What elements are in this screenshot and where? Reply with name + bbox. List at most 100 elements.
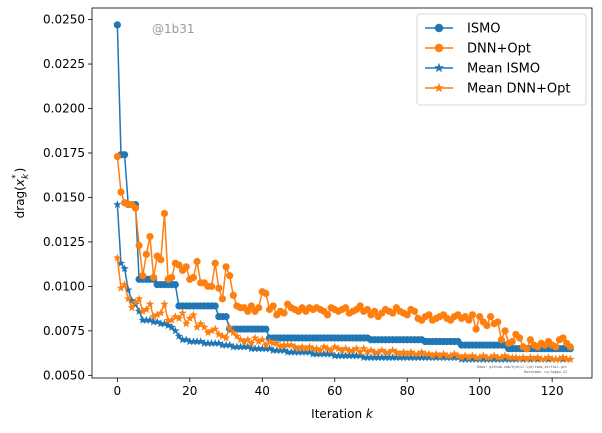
data-point — [127, 296, 137, 305]
data-point — [120, 264, 129, 273]
data-point — [399, 347, 408, 356]
data-point — [555, 354, 564, 363]
series-dnn-opt — [113, 152, 574, 353]
y-tick-label: 0.0200 — [43, 102, 85, 116]
data-point — [174, 331, 184, 340]
y-tick-label: 0.0050 — [43, 368, 85, 382]
data-point — [384, 353, 394, 362]
data-point — [211, 302, 219, 310]
data-point — [255, 304, 263, 312]
data-point — [301, 347, 310, 356]
data-point — [258, 344, 267, 353]
data-point — [479, 354, 488, 363]
data-point — [139, 272, 147, 280]
data-point — [279, 346, 289, 354]
data-point — [461, 354, 470, 363]
data-point — [417, 353, 426, 362]
data-point — [446, 351, 455, 360]
data-point — [413, 349, 423, 358]
data-point — [221, 340, 231, 349]
data-point — [540, 354, 550, 363]
data-point — [182, 335, 191, 344]
watermark: @1b31 — [152, 22, 195, 36]
data-point — [529, 354, 539, 363]
data-point — [262, 289, 270, 298]
data-point — [501, 327, 509, 335]
data-point — [381, 347, 390, 356]
data-point — [308, 344, 318, 353]
data-point — [182, 319, 191, 328]
data-point — [316, 346, 325, 354]
data-point — [526, 353, 535, 362]
y-tick-label: 0.0125 — [43, 235, 85, 249]
data-point — [410, 349, 419, 358]
data-point — [500, 351, 510, 360]
data-point — [138, 306, 147, 315]
data-point — [196, 337, 205, 346]
data-point — [218, 331, 227, 340]
data-point — [239, 342, 249, 351]
data-point — [268, 338, 278, 347]
data-point — [388, 346, 397, 354]
data-point — [142, 315, 151, 324]
data-point — [468, 311, 477, 319]
x-axis: 0 20 40 60 80 100 120 — [114, 378, 564, 398]
data-point — [468, 354, 477, 363]
y-axis-label: drag(xk*) — [11, 168, 31, 219]
legend-items: ISMO DNN+Opt Mean ISMO Mean DNN+Opt — [425, 22, 571, 97]
data-point — [508, 337, 516, 346]
data-point — [432, 349, 441, 358]
data-point — [153, 310, 162, 319]
data-point — [435, 351, 445, 360]
data-point — [515, 334, 524, 342]
data-point — [131, 298, 140, 306]
data-point — [113, 21, 121, 29]
data-point — [308, 349, 318, 358]
data-point — [392, 347, 401, 356]
data-point — [222, 263, 230, 271]
data-point — [287, 340, 296, 349]
data-point — [211, 338, 220, 347]
plot-frame — [91, 7, 593, 379]
legend-item: Mean ISMO — [425, 62, 540, 77]
data-point — [403, 353, 412, 362]
data-point — [356, 302, 364, 310]
data-point — [200, 338, 209, 347]
data-point — [337, 351, 347, 360]
data-point — [326, 349, 336, 358]
data-point — [207, 326, 216, 335]
data-point — [272, 346, 281, 354]
data-point — [254, 344, 263, 353]
data-point — [489, 354, 499, 363]
data-point — [471, 353, 481, 362]
data-point — [167, 315, 176, 324]
data-point — [388, 353, 397, 362]
data-point — [486, 313, 495, 321]
data-point — [305, 342, 314, 351]
data-point — [395, 353, 405, 362]
data-point — [413, 353, 423, 362]
y-tick-label: 0.0225 — [43, 57, 85, 71]
data-point — [222, 313, 230, 321]
data-point — [218, 340, 227, 349]
data-point — [522, 354, 531, 363]
data-point — [464, 353, 473, 362]
data-point — [142, 305, 151, 314]
data-point — [352, 344, 361, 353]
data-point — [323, 349, 332, 358]
data-point — [113, 200, 122, 209]
data-point — [280, 309, 288, 317]
y-tick-label: 0.0175 — [43, 146, 85, 160]
data-point — [182, 263, 190, 271]
data-point — [247, 338, 256, 347]
data-point — [297, 347, 307, 356]
data-point — [312, 344, 321, 353]
data-point — [558, 353, 568, 362]
data-point — [439, 349, 448, 358]
data-point — [319, 349, 329, 358]
y-tick-label: 0.0100 — [43, 279, 85, 293]
data-point — [134, 294, 144, 303]
data-point — [348, 346, 358, 354]
data-point — [366, 346, 376, 354]
data-point — [374, 353, 383, 362]
